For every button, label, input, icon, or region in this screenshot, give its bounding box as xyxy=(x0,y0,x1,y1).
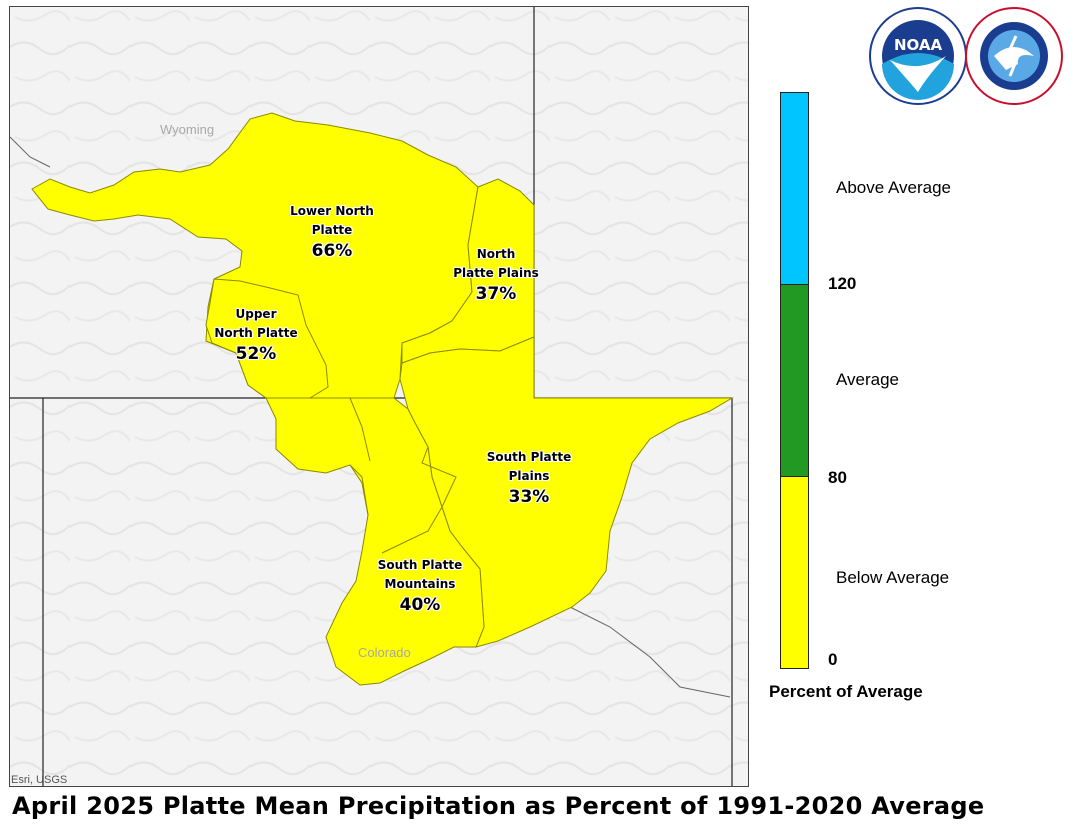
noaa-logo: NOAA xyxy=(869,7,967,105)
basin-label-lower-north-platte: Lower North Platte 66% xyxy=(272,202,392,261)
noaa-logo-text: NOAA xyxy=(894,36,943,54)
basin-name: Plains xyxy=(508,469,550,483)
river-line xyxy=(569,606,731,698)
legend-swatch-below-average xyxy=(780,476,809,669)
basin-label-south-platte-plains: South Platte Plains 33% xyxy=(469,448,589,507)
basin-name: Lower North xyxy=(290,204,374,218)
basin-name: South Platte xyxy=(377,558,463,572)
nws-logo xyxy=(965,7,1063,105)
map-attribution: Esri, USGS xyxy=(11,774,68,786)
map-canvas xyxy=(10,7,748,786)
legend-title: Percent of Average xyxy=(769,682,923,701)
basin-name: Mountains xyxy=(384,577,456,591)
basin-percent: 40% xyxy=(399,595,441,615)
legend-break-120: 120 xyxy=(828,274,857,293)
legend-break-0: 0 xyxy=(828,650,838,669)
basin-percent: 33% xyxy=(508,487,550,507)
basin-name: North Platte xyxy=(214,326,298,340)
legend-break-80: 80 xyxy=(828,468,847,487)
legend-label-above-average: Above Average xyxy=(836,178,951,197)
agency-logos: NOAA xyxy=(866,6,1066,106)
legend-label-below-average: Below Average xyxy=(836,568,950,587)
basin-label-south-platte-mountains: South Platte Mountains 40% xyxy=(360,556,480,615)
basin-name: South Platte xyxy=(486,450,572,464)
legend-label-average: Average xyxy=(836,370,900,389)
basin-south-platte-mountains[interactable] xyxy=(265,397,485,686)
map-title: April 2025 Platte Mean Precipitation as … xyxy=(12,792,985,820)
basin-percent: 52% xyxy=(235,344,277,364)
state-label-wyoming: Wyoming xyxy=(160,122,215,137)
legend-swatch-above-average xyxy=(780,92,809,285)
basin-label-upper-north-platte: Upper North Platte 52% xyxy=(196,305,316,364)
basin-name: Upper xyxy=(235,307,277,321)
basin-name: Platte xyxy=(311,223,353,237)
basin-percent: 37% xyxy=(475,284,517,304)
logo-graphics: NOAA xyxy=(869,7,1063,105)
basin-name: Platte Plains xyxy=(453,266,539,280)
basin-name: North xyxy=(476,247,516,261)
legend-swatch-average xyxy=(780,284,809,477)
basin-percent: 66% xyxy=(311,241,353,261)
state-label-colorado: Colorado xyxy=(358,645,411,660)
map-frame: Wyoming Colorado Lower North Platte 66% … xyxy=(9,6,749,787)
basin-label-north-platte-plains: North Platte Plains 37% xyxy=(436,245,556,304)
legend: Above Average Average Below Average 120 … xyxy=(769,92,1070,702)
river-line xyxy=(10,136,51,168)
